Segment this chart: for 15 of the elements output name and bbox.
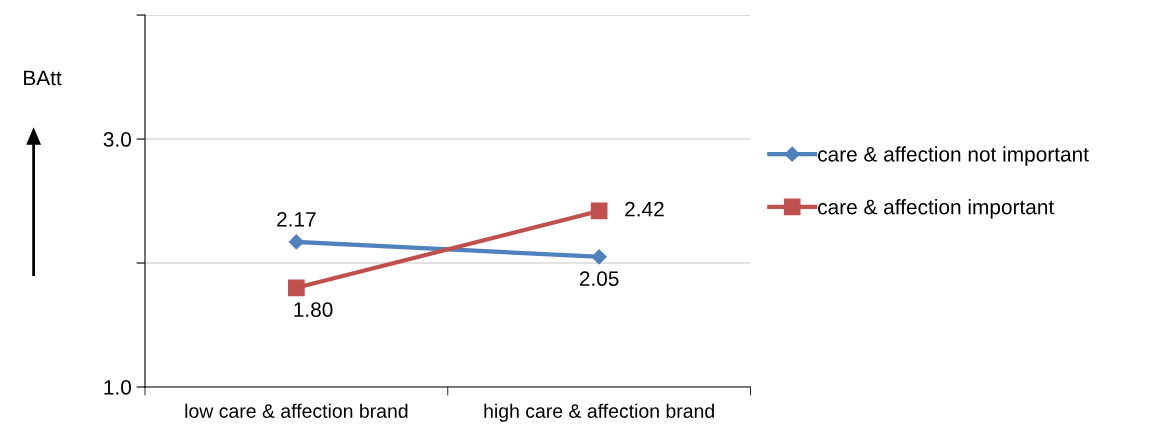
point	[288, 234, 304, 250]
x-tick-label: high care & affection brand	[484, 403, 714, 422]
x-tick-label: low care & affection brand	[185, 403, 408, 418]
data-label: 2.42	[625, 201, 664, 217]
y-tick-label: 1.0	[104, 380, 131, 395]
point	[590, 202, 608, 220]
legend-label: care & affection important	[818, 199, 1055, 219]
y-axis-title: BAtt	[24, 70, 62, 86]
y-tick-label: 3.0	[103, 132, 131, 147]
legend-label: care & affection not important	[818, 146, 1089, 166]
point	[591, 249, 607, 265]
point	[288, 279, 305, 297]
data-label: 2.17	[277, 211, 316, 227]
data-label: 2.05	[579, 271, 619, 287]
data-label: 1.80	[294, 302, 333, 317]
